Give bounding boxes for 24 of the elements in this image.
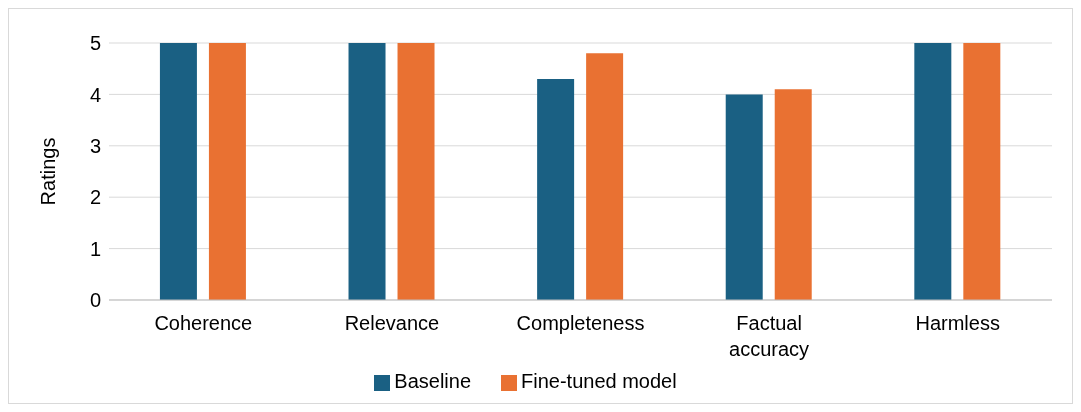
x-tick-label: Completeness <box>516 312 645 334</box>
x-tick-label: Factual accuracy <box>729 312 810 360</box>
bar <box>963 43 1001 300</box>
x-tick-label: Harmless <box>915 312 1000 334</box>
bar <box>586 53 624 300</box>
y-tick-label: 4 <box>89 83 101 106</box>
y-axis-title: Ratings <box>37 137 60 206</box>
x-tick-label: Coherence <box>154 312 253 334</box>
y-tick-label: 5 <box>89 32 101 55</box>
bar <box>159 43 197 300</box>
bar <box>537 78 575 300</box>
bar <box>774 89 812 300</box>
bar <box>348 43 386 300</box>
legend-label: Baseline <box>394 370 472 392</box>
y-tick-label: 0 <box>89 289 101 312</box>
bar <box>397 43 435 300</box>
bar <box>914 43 952 300</box>
x-tick-label: Relevance <box>344 312 440 334</box>
bar <box>208 43 246 300</box>
bar <box>725 94 763 300</box>
y-tick-label: 1 <box>89 237 101 260</box>
y-tick-label: 2 <box>89 186 101 209</box>
y-tick-label: 3 <box>89 134 101 157</box>
legend-label: Fine-tuned model <box>521 370 677 392</box>
